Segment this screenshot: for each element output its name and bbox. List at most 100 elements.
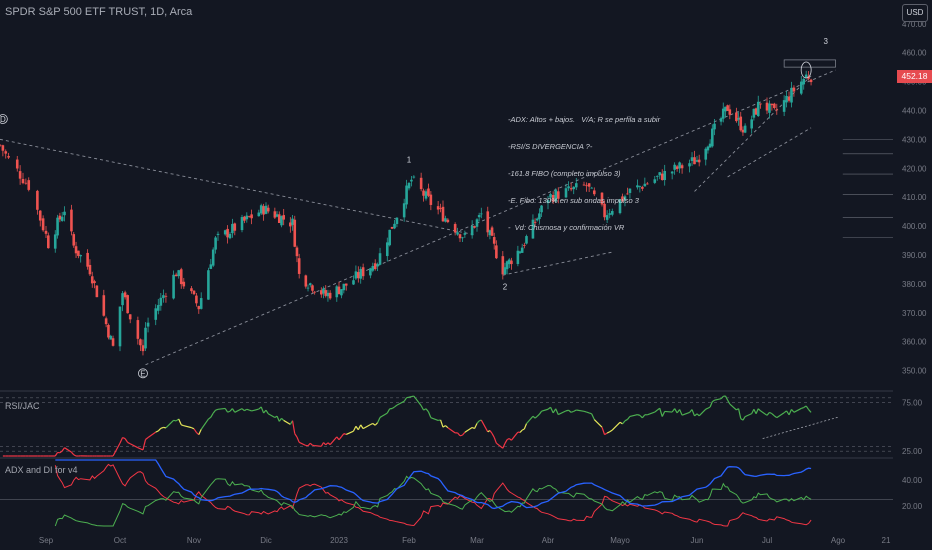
rsi-segment bbox=[565, 409, 569, 412]
candle bbox=[373, 263, 377, 270]
candle bbox=[429, 194, 433, 205]
candle bbox=[621, 196, 624, 202]
rsi-segment bbox=[283, 419, 291, 425]
rsi-segment bbox=[147, 431, 157, 438]
candle bbox=[721, 108, 725, 119]
rsi-segment bbox=[471, 426, 475, 430]
candle bbox=[240, 217, 244, 231]
candle bbox=[719, 118, 723, 122]
candle bbox=[520, 247, 524, 253]
candle bbox=[804, 74, 808, 78]
wave-label-1: 1 bbox=[407, 155, 412, 164]
time-axis[interactable]: Sep Oct Nov Dic 2023 Feb Mar Abr Mayo Jun Jul Ago 21 bbox=[39, 536, 891, 545]
candle bbox=[326, 292, 330, 297]
candle bbox=[456, 232, 459, 235]
candle bbox=[226, 228, 229, 238]
price-tick-label: 390.00 bbox=[902, 251, 927, 260]
candle bbox=[752, 108, 756, 118]
rsi-segment bbox=[379, 412, 388, 418]
wave-label-2: 2 bbox=[503, 283, 508, 292]
candle bbox=[344, 283, 348, 286]
candle bbox=[726, 105, 729, 111]
rsi-segment bbox=[760, 410, 768, 416]
rsi-segment bbox=[550, 406, 554, 414]
rsi-segment bbox=[70, 451, 75, 456]
rsi-segment bbox=[413, 395, 422, 406]
rsi-segment bbox=[502, 443, 506, 449]
price-tick-label: 470.00 bbox=[902, 20, 927, 29]
candle bbox=[424, 191, 428, 199]
rsi-segment bbox=[691, 409, 696, 417]
rsi-segment bbox=[440, 419, 444, 428]
candle bbox=[531, 219, 535, 239]
rsi-segment bbox=[647, 411, 655, 416]
rsi-segment bbox=[753, 408, 757, 414]
candle bbox=[231, 223, 234, 234]
candle bbox=[737, 118, 740, 120]
candle bbox=[590, 187, 594, 189]
candle bbox=[357, 272, 360, 279]
rsi-segment bbox=[208, 416, 212, 420]
candle bbox=[192, 290, 196, 295]
rsi-segment bbox=[629, 414, 638, 417]
rsi-segment bbox=[707, 406, 711, 409]
rsi-segment bbox=[374, 422, 379, 426]
candle bbox=[412, 176, 416, 178]
candle bbox=[628, 188, 632, 193]
rsi-segment bbox=[606, 431, 610, 434]
wave-label-d: D bbox=[0, 115, 6, 124]
candle bbox=[807, 76, 810, 79]
rsi-segment bbox=[711, 399, 715, 403]
candle bbox=[60, 216, 64, 221]
candle bbox=[361, 267, 365, 277]
candle bbox=[636, 185, 639, 188]
wave-label-3: 3 bbox=[824, 37, 829, 46]
wave-marks: D E 1 2 3 bbox=[0, 37, 829, 378]
candle bbox=[587, 183, 591, 187]
candle bbox=[352, 280, 355, 285]
candle bbox=[486, 211, 490, 233]
currency-button[interactable]: USD bbox=[902, 4, 928, 22]
rsi-segment bbox=[294, 433, 298, 438]
rsi-segment bbox=[532, 415, 536, 419]
rsi-segment bbox=[495, 442, 504, 449]
candle bbox=[77, 250, 80, 256]
candle bbox=[228, 233, 232, 239]
price-tick-label: 380.00 bbox=[902, 280, 927, 289]
rsi-segment bbox=[457, 432, 461, 437]
rsi-segment bbox=[129, 443, 139, 449]
candle bbox=[393, 223, 396, 229]
rsi-segment bbox=[742, 416, 746, 421]
rsi-segment bbox=[193, 428, 197, 433]
candle bbox=[704, 148, 708, 160]
price-tick-label: 460.00 bbox=[902, 49, 927, 58]
candle bbox=[675, 166, 679, 170]
rsi-segment bbox=[536, 413, 540, 417]
candle bbox=[41, 218, 45, 231]
candle bbox=[516, 250, 520, 264]
candle bbox=[174, 274, 178, 277]
target-box bbox=[783, 59, 836, 68]
price-tick-label: 350.00 bbox=[902, 367, 927, 376]
rsi-segment bbox=[519, 429, 523, 433]
candle bbox=[638, 186, 642, 187]
candle bbox=[799, 81, 803, 94]
symbol-title: SPDR S&P 500 ETF TRUST, 1D, Arca bbox=[5, 6, 193, 18]
time-tick-label: 21 bbox=[882, 536, 891, 545]
candle bbox=[660, 173, 664, 180]
candle bbox=[136, 320, 140, 339]
candle bbox=[223, 230, 227, 235]
candle bbox=[773, 103, 776, 109]
candle bbox=[172, 274, 175, 299]
candle bbox=[144, 327, 147, 349]
rsi-segment bbox=[178, 418, 182, 426]
rsi-segment bbox=[776, 412, 785, 419]
wave-label-e: E bbox=[140, 369, 145, 378]
candle bbox=[259, 205, 263, 214]
rsi-segment bbox=[355, 425, 359, 431]
rsi-segment bbox=[698, 408, 707, 417]
candle bbox=[618, 199, 622, 214]
wave-label-e-circle bbox=[138, 368, 148, 379]
time-tick-label: Mayo bbox=[610, 536, 630, 545]
